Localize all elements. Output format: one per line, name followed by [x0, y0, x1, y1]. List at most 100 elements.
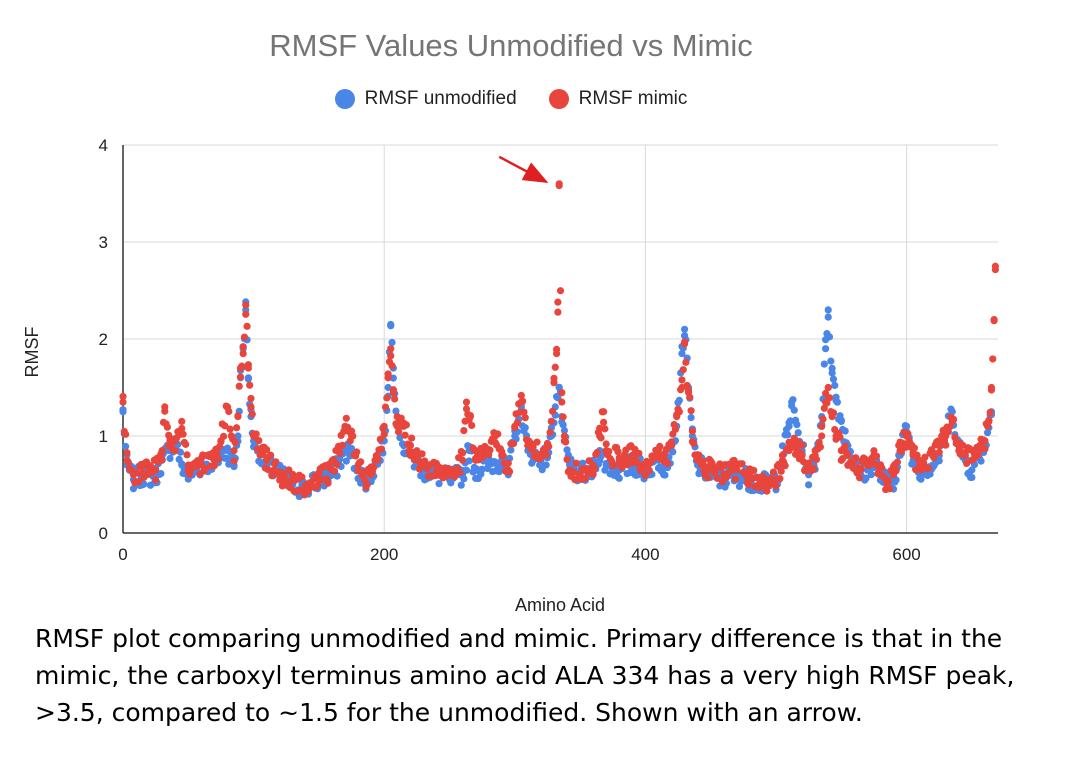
data-point-mimic — [549, 407, 557, 415]
data-point-mimic — [596, 432, 604, 440]
data-point-unmodified — [822, 345, 830, 353]
data-point-unmodified — [824, 306, 832, 314]
axes: 0 1 2 3 4 0 200 400 600 — [99, 136, 998, 564]
data-point-unmodified — [342, 457, 350, 465]
data-point-mimic — [376, 435, 384, 443]
data-point-unmodified — [862, 474, 870, 482]
data-point-mimic — [171, 447, 179, 455]
data-point-mimic — [857, 466, 865, 474]
data-point-mimic — [289, 476, 297, 484]
data-point-mimic — [778, 451, 787, 459]
data-point-unmodified — [678, 349, 686, 358]
data-point-mimic — [353, 448, 361, 456]
data-point-mimic — [361, 476, 369, 484]
data-point-mimic — [599, 418, 608, 426]
data-point-mimic — [259, 450, 267, 459]
legend-item-unmodified: RMSF unmodified — [334, 88, 517, 110]
data-point-unmodified — [119, 408, 127, 416]
data-point-mimic — [458, 449, 467, 457]
data-point-mimic — [563, 455, 571, 464]
data-point-mimic — [942, 441, 950, 449]
data-point-mimic — [197, 461, 205, 469]
data-point-mimic — [244, 364, 252, 372]
data-point-mimic — [656, 442, 664, 451]
legend-marker-mimic — [548, 89, 569, 109]
data-point-mimic — [517, 391, 525, 400]
data-point-mimic — [533, 438, 541, 446]
data-point-mimic — [596, 424, 604, 432]
x-tick-label: 200 — [370, 545, 398, 564]
data-point-mimic — [313, 482, 322, 490]
data-point-mimic — [380, 422, 388, 430]
data-point-mimic — [707, 466, 715, 474]
data-point-mimic — [645, 466, 653, 475]
data-point-mimic — [552, 349, 561, 358]
data-point-mimic — [524, 442, 532, 450]
data-point-mimic — [614, 448, 622, 456]
data-point-mimic — [772, 476, 780, 484]
data-point-mimic — [400, 422, 408, 430]
data-point-mimic — [968, 456, 976, 464]
data-point-unmodified — [825, 333, 834, 341]
data-point-mimic — [491, 432, 499, 440]
data-point-mimic — [963, 459, 971, 467]
data-point-mimic — [990, 316, 998, 324]
data-point-mimic — [909, 451, 917, 459]
data-point-mimic — [987, 383, 996, 392]
data-point-mimic — [602, 440, 610, 448]
data-point-mimic — [370, 463, 378, 471]
data-point-mimic — [408, 434, 416, 442]
data-point-mimic — [163, 423, 172, 431]
x-tick-label: 600 — [892, 545, 920, 564]
data-point-mimic — [342, 414, 350, 422]
data-point-unmodified — [223, 446, 232, 455]
data-point-unmodified — [820, 360, 828, 368]
data-point-unmodified — [521, 424, 529, 432]
data-point-unmodified — [507, 446, 515, 454]
data-point-mimic — [896, 446, 904, 455]
data-point-mimic — [855, 474, 864, 482]
data-point-mimic — [667, 442, 676, 450]
data-point-mimic — [146, 462, 155, 470]
y-axis-label: RMSF — [22, 327, 42, 378]
data-point-mimic — [263, 446, 271, 454]
data-point-mimic — [542, 451, 550, 459]
data-point-mimic — [239, 343, 247, 351]
data-point-mimic — [158, 446, 166, 455]
data-point-mimic — [347, 432, 356, 440]
data-point-mimic — [818, 422, 826, 431]
data-point-mimic — [981, 445, 989, 453]
data-point-unmodified — [917, 475, 925, 483]
data-point-mimic — [517, 398, 525, 406]
data-point-unmodified — [785, 422, 793, 430]
data-point-mimic — [123, 456, 131, 464]
data-point-mimic — [135, 478, 143, 486]
data-point-mimic — [560, 432, 569, 440]
data-point-mimic — [680, 340, 689, 348]
data-point-unmodified — [824, 313, 832, 321]
data-point-mimic — [401, 431, 409, 439]
data-point-unmodified — [511, 432, 519, 440]
data-point-mimic — [733, 466, 741, 474]
data-point-unmodified — [977, 457, 985, 465]
data-point-mimic — [242, 310, 250, 318]
data-point-mimic — [635, 449, 643, 457]
figure-caption: RMSF plot comparing unmodified and mimic… — [35, 624, 1015, 727]
data-point-mimic — [315, 476, 323, 484]
data-point-mimic — [334, 446, 343, 455]
data-point-mimic — [914, 455, 922, 464]
data-point-unmodified — [615, 474, 623, 482]
data-point-mimic — [249, 432, 258, 440]
data-point-mimic — [456, 469, 464, 477]
data-point-mimic — [406, 442, 414, 450]
data-point-mimic — [138, 469, 147, 477]
data-point-mimic — [820, 404, 828, 412]
data-point-mimic — [235, 382, 243, 390]
grid-lines — [123, 144, 998, 533]
data-point-mimic — [615, 456, 623, 464]
annotation-arrow — [498, 155, 549, 183]
data-point-mimic — [485, 446, 493, 455]
data-point-unmodified — [841, 427, 849, 435]
data-point-mimic — [661, 456, 669, 464]
data-point-mimic — [599, 408, 608, 416]
